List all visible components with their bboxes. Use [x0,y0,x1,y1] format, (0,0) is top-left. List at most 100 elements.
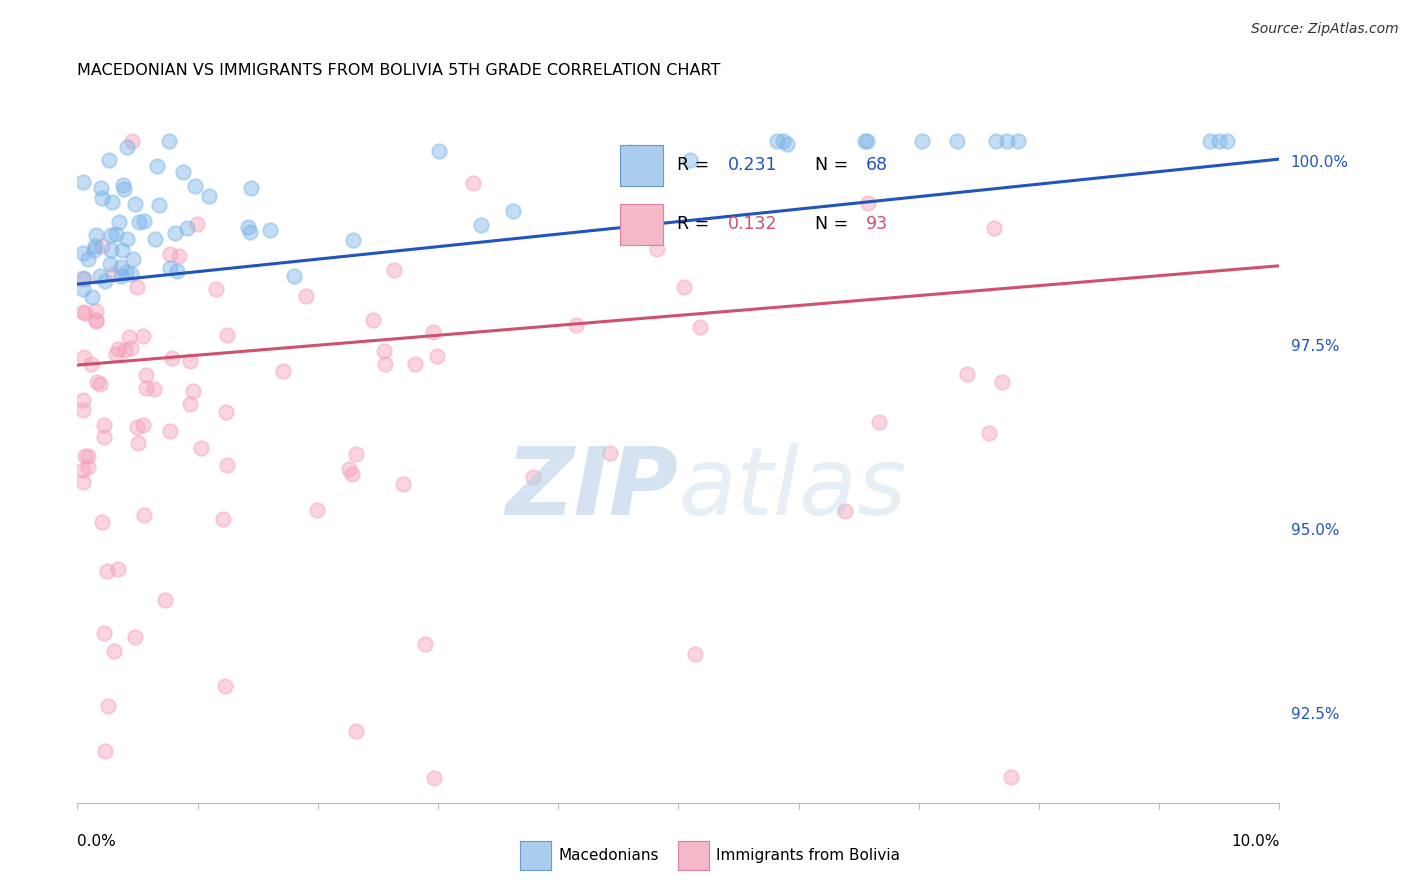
Text: N =: N = [815,156,853,175]
Text: N =: N = [815,216,853,234]
Point [239,181,262,195]
Point [983,221,1005,235]
Point [132,329,155,343]
Point [502,203,524,218]
Point [84,314,107,328]
Point [72,475,94,489]
Point [153,593,176,607]
Point [868,415,890,429]
Point [93,275,115,289]
Point [107,562,129,576]
Point [103,644,125,658]
Point [179,353,201,368]
Point [89,377,111,392]
Point [183,384,205,399]
Point [80,290,103,304]
Point [120,267,142,281]
Point [211,511,233,525]
Point [76,252,98,267]
Point [945,134,967,148]
Point [215,405,238,419]
Point [72,305,94,319]
Point [159,261,181,276]
Point [599,446,621,460]
Point [911,134,934,148]
Point [955,367,977,381]
Point [143,232,166,246]
Point [238,220,260,235]
Point [160,351,183,365]
Point [979,425,1001,440]
Point [1000,770,1022,784]
Bar [620,204,664,245]
Point [772,134,794,148]
Point [122,252,145,266]
Point [124,630,146,644]
Point [93,744,115,758]
Point [834,504,856,518]
Point [105,347,128,361]
Point [89,268,111,283]
Point [117,139,139,153]
Text: 68: 68 [866,156,887,175]
Point [98,257,121,271]
Point [373,358,395,372]
Point [121,134,143,148]
Text: R =: R = [676,216,714,234]
Point [1199,134,1222,148]
Point [855,134,877,148]
Point [176,221,198,235]
Point [470,218,492,232]
Point [461,176,484,190]
Point [104,227,127,241]
Text: MACEDONIAN VS IMMIGRANTS FROM BOLIVIA 5TH GRADE CORRELATION CHART: MACEDONIAN VS IMMIGRANTS FROM BOLIVIA 5T… [77,63,721,78]
Point [127,420,149,434]
Text: 0.132: 0.132 [727,216,778,234]
Point [163,226,186,240]
Text: Immigrants from Bolivia: Immigrants from Bolivia [716,848,900,863]
Point [72,175,94,189]
Point [107,342,129,356]
Text: 100.0%: 100.0% [1291,155,1348,170]
Point [83,243,105,257]
Point [342,233,364,247]
Point [80,357,103,371]
Point [97,153,120,167]
Point [128,215,150,229]
Point [72,463,94,477]
Point [214,679,236,693]
Point [271,364,294,378]
Point [76,450,98,464]
Point [110,268,132,283]
Point [86,376,108,390]
Point [1216,134,1239,148]
Point [90,191,112,205]
Point [1208,134,1230,148]
Point [172,165,194,179]
Point [239,226,262,240]
Point [90,181,112,195]
Point [422,325,444,339]
Point [75,306,97,320]
Point [415,637,437,651]
Point [84,228,107,243]
Point [283,269,305,284]
Point [101,195,124,210]
Point [204,282,226,296]
Point [991,376,1014,390]
Point [855,134,877,148]
Point [373,343,395,358]
Point [215,328,238,343]
Point [186,217,208,231]
Point [995,134,1018,148]
Text: 95.0%: 95.0% [1291,523,1339,538]
Point [259,223,281,237]
Point [1007,134,1029,148]
Point [111,243,134,257]
Point [93,626,115,640]
Point [97,699,120,714]
Point [146,159,169,173]
Point [114,343,136,357]
Point [344,447,367,461]
Point [84,304,107,318]
